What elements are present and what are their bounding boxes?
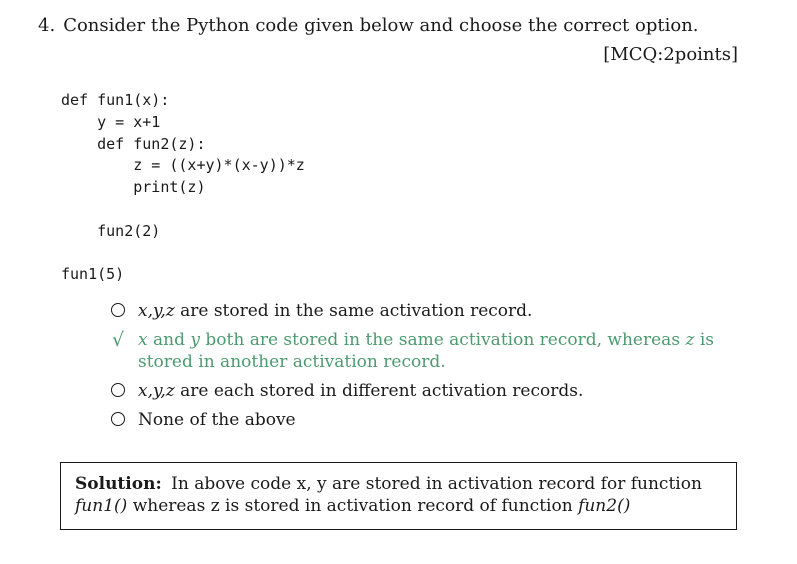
option-math: x,y,z <box>138 381 175 401</box>
points-label: [MCQ:2points] <box>603 44 738 65</box>
code-line: def fun1(x): <box>61 91 170 109</box>
option-math-z: z <box>685 330 695 350</box>
option-math-y: y <box>190 330 200 350</box>
option-text: None of the above <box>138 410 296 430</box>
option-text: and <box>147 330 191 350</box>
question-line: 4. Consider the Python code given below a… <box>38 14 699 38</box>
radio-button-icon[interactable] <box>111 412 125 426</box>
option-math-x: x <box>138 330 148 350</box>
solution-text: whereas z is stored in activation record… <box>132 496 579 516</box>
answer-options: x,y,z are stored in the same activation … <box>110 300 750 438</box>
solution-fn2: fun2() <box>578 496 631 516</box>
code-line: z = ((x+y)*(x-y))*z <box>61 156 305 175</box>
option-c[interactable]: x,y,z are each stored in different activ… <box>110 380 750 402</box>
solution-fn1: fun1() <box>75 496 128 516</box>
code-block: def fun1(x): y = x+1 def fun2(z): z = ((… <box>61 90 305 286</box>
option-text: are stored in the same activation record… <box>174 301 533 321</box>
solution-box: Solution: In above code x, y are stored … <box>60 462 737 530</box>
solution-label: Solution: <box>75 474 162 494</box>
solution-text: In above code x, y are stored in activat… <box>171 474 702 494</box>
option-b[interactable]: √ x and y both are stored in the same ac… <box>110 329 750 373</box>
question-text: Consider the Python code given below and… <box>63 15 699 36</box>
option-text: both are stored in the same activation r… <box>199 330 686 350</box>
option-math: x,y,z <box>138 301 175 321</box>
option-text: are each stored in different activation … <box>174 381 584 401</box>
radio-button-icon[interactable] <box>111 383 125 397</box>
code-line: print(z) <box>61 178 206 197</box>
option-a[interactable]: x,y,z are stored in the same activation … <box>110 300 750 322</box>
code-line: fun2(2) <box>61 221 161 240</box>
code-line <box>61 243 305 265</box>
code-line: fun1(5) <box>61 265 125 284</box>
code-line <box>61 199 305 221</box>
code-line: def fun2(z): <box>61 134 206 153</box>
option-d[interactable]: None of the above <box>110 409 750 431</box>
radio-button-icon[interactable] <box>111 303 125 317</box>
checkmark-icon: √ <box>112 329 125 351</box>
question-number: 4. <box>38 15 56 36</box>
code-line: y = x+1 <box>61 112 161 131</box>
option-text: is stored in another activation record. <box>138 330 714 372</box>
